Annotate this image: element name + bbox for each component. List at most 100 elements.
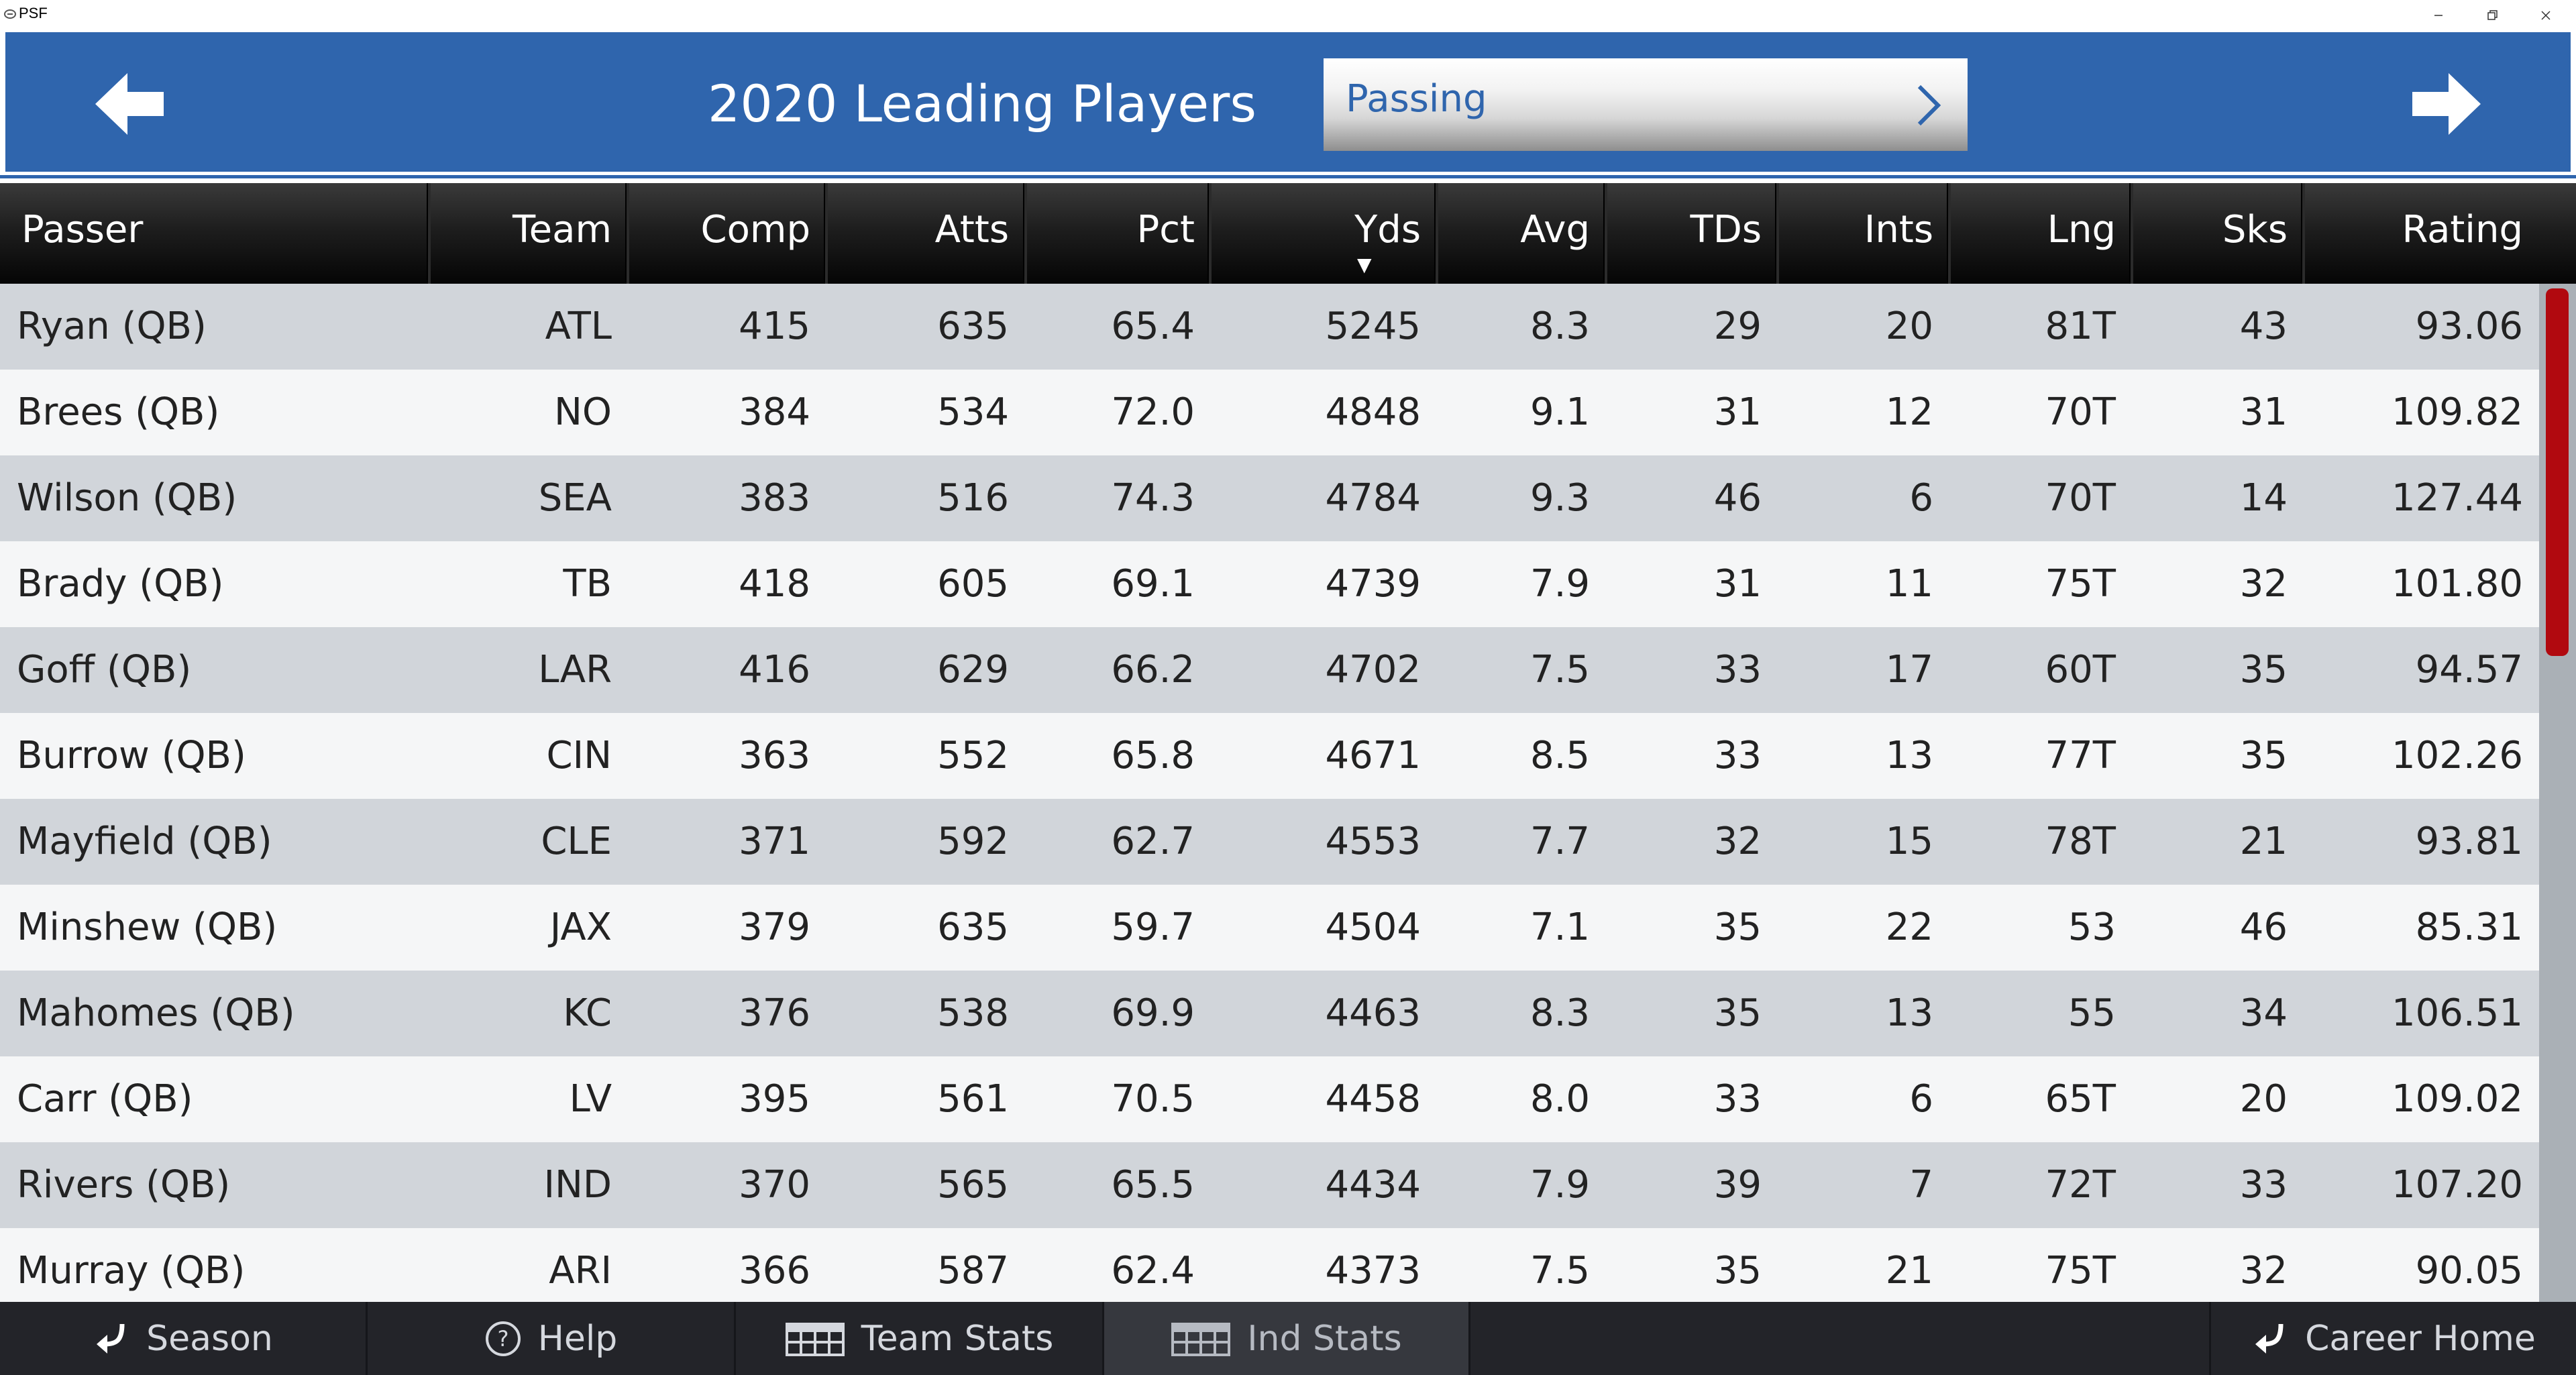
cell-yds: 4671 [1325, 734, 1421, 777]
cell-ints: 13 [1885, 991, 1933, 1035]
cell-atts: 561 [937, 1077, 1009, 1121]
cell-pct: 74.3 [1111, 476, 1195, 520]
cell-tds: 35 [1713, 1249, 1762, 1292]
cell-passer: Goff (QB) [17, 648, 192, 692]
cell-tds: 33 [1713, 734, 1762, 777]
cell-pct: 69.1 [1111, 562, 1195, 606]
cell-atts: 635 [937, 905, 1009, 949]
table-row[interactable]: Ryan (QB) ATL 415 635 65.4 5245 8.3 29 20 81T 43 93… [0, 284, 2539, 370]
window-title: PSF [19, 5, 48, 21]
cell-pct: 65.5 [1111, 1163, 1195, 1207]
ind-stats-button[interactable]: Ind Stats [1104, 1302, 1470, 1375]
previous-button[interactable] [94, 70, 168, 138]
category-select[interactable]: Passing [1324, 58, 1968, 151]
cell-sks: 46 [2239, 905, 2288, 949]
column-header-lng[interactable]: Lng [2047, 208, 2116, 252]
column-header-tds[interactable]: TDs [1690, 208, 1762, 252]
cell-sks: 33 [2239, 1163, 2288, 1207]
cell-ints: 20 [1885, 305, 1933, 348]
cell-lng: 81T [2045, 305, 2116, 348]
cell-atts: 635 [937, 305, 1009, 348]
cell-team: CLE [541, 820, 612, 863]
column-header-comp[interactable]: Comp [700, 208, 810, 252]
cell-team: NO [554, 390, 612, 434]
career-home-button-label: Career Home [2305, 1318, 2536, 1359]
column-divider [1434, 183, 1438, 284]
table-row[interactable]: Mayfield (QB) CLE 371 592 62.7 4553 7.7 32 15 78T… [0, 799, 2539, 885]
cell-comp: 415 [739, 305, 810, 348]
column-divider [1023, 183, 1027, 284]
cell-yds: 4434 [1325, 1163, 1421, 1207]
minimize-button[interactable] [2412, 0, 2465, 30]
cell-lng: 65T [2045, 1077, 2116, 1121]
season-button-label: Season [146, 1318, 273, 1359]
column-header-rating[interactable]: Rating [2402, 208, 2523, 252]
column-header-pct[interactable]: Pct [1136, 208, 1195, 252]
restore-button[interactable] [2465, 0, 2519, 30]
sort-descending-icon: ▼ [1357, 254, 1372, 276]
close-button[interactable] [2519, 0, 2573, 30]
cell-passer: Wilson (QB) [17, 476, 237, 520]
cell-comp: 376 [739, 991, 810, 1035]
minimize-icon [2434, 14, 2443, 16]
cell-atts: 538 [937, 991, 1009, 1035]
cell-rating: 107.20 [2392, 1163, 2523, 1207]
table-row[interactable]: Goff (QB) LAR 416 629 66.2 4702 7.5 33 17 60T 35 94… [0, 627, 2539, 713]
cell-ints: 22 [1885, 905, 1933, 949]
scrollbar-thumb[interactable] [2546, 288, 2569, 656]
table-row[interactable]: Burrow (QB) CIN 363 552 65.8 4671 8.5 33 13 77T 35… [0, 713, 2539, 799]
column-header-yds[interactable]: Yds [1354, 208, 1421, 252]
season-button[interactable]: Season [0, 1302, 368, 1375]
table-row[interactable]: Wilson (QB) SEA 383 516 74.3 4784 9.3 46 6 70T 14 1… [0, 455, 2539, 541]
cell-yds: 4458 [1325, 1077, 1421, 1121]
cell-comp: 370 [739, 1163, 810, 1207]
return-arrow-icon [93, 1320, 130, 1358]
table-row[interactable]: Rivers (QB) IND 370 565 65.5 4434 7.9 39 7 72T 33 1… [0, 1142, 2539, 1228]
column-header-ints[interactable]: Ints [1864, 208, 1933, 252]
cell-passer: Mayfield (QB) [17, 820, 272, 863]
cell-yds: 4504 [1325, 905, 1421, 949]
table-row[interactable]: Murray (QB) ARI 366 587 62.4 4373 7.5 35 21 75T 32… [0, 1228, 2539, 1302]
cell-lng: 53 [2068, 905, 2116, 949]
cell-sks: 35 [2239, 734, 2288, 777]
career-home-button[interactable]: Career Home [2209, 1302, 2576, 1375]
cell-avg: 9.3 [1529, 476, 1590, 520]
cell-yds: 4463 [1325, 991, 1421, 1035]
cell-lng: 78T [2045, 820, 2116, 863]
cell-ints: 21 [1885, 1249, 1933, 1292]
table-row[interactable]: Brees (QB) NO 384 534 72.0 4848 9.1 31 12 70T 31 10… [0, 370, 2539, 455]
table-row[interactable]: Minshew (QB) JAX 379 635 59.7 4504 7.1 35 22 53 46… [0, 885, 2539, 971]
table-row[interactable]: Carr (QB) LV 395 561 70.5 4458 8.0 33 6 65T 20 109.… [0, 1056, 2539, 1142]
cell-comp: 383 [739, 476, 810, 520]
cell-yds: 4848 [1325, 390, 1421, 434]
column-header-atts[interactable]: Atts [934, 208, 1009, 252]
category-select-value: Passing [1346, 77, 1487, 121]
cell-team: LAR [538, 648, 612, 692]
cell-tds: 31 [1713, 390, 1762, 434]
column-divider [1208, 183, 1212, 284]
cell-pct: 69.9 [1111, 991, 1195, 1035]
cell-tds: 35 [1713, 905, 1762, 949]
help-circle-icon: ? [484, 1320, 522, 1358]
table-row[interactable]: Brady (QB) TB 418 605 69.1 4739 7.9 31 11 75T 32 10… [0, 541, 2539, 627]
column-header-team[interactable]: Team [512, 208, 612, 252]
cell-comp: 384 [739, 390, 810, 434]
column-header-avg[interactable]: Avg [1520, 208, 1590, 252]
cell-sks: 32 [2239, 562, 2288, 606]
return-arrow-icon [2251, 1320, 2289, 1358]
column-header-sks[interactable]: Sks [2222, 208, 2288, 252]
table-header: Passer Team Comp Atts Pct Yds Avg TDs In… [0, 183, 2576, 284]
cell-pct: 62.7 [1111, 820, 1195, 863]
next-button[interactable] [2408, 70, 2482, 138]
cell-rating: 101.80 [2392, 562, 2523, 606]
cell-sks: 34 [2239, 991, 2288, 1035]
table-row[interactable]: Mahomes (QB) KC 376 538 69.9 4463 8.3 35 13 55 34 1… [0, 971, 2539, 1056]
cell-atts: 516 [937, 476, 1009, 520]
cell-atts: 587 [937, 1249, 1009, 1292]
cell-team: IND [543, 1163, 612, 1207]
help-button[interactable]: ? Help [368, 1302, 736, 1375]
column-header-passer[interactable]: Passer [21, 208, 144, 252]
cell-pct: 59.7 [1111, 905, 1195, 949]
team-stats-button[interactable]: Team Stats [736, 1302, 1104, 1375]
cell-lng: 70T [2045, 476, 2116, 520]
